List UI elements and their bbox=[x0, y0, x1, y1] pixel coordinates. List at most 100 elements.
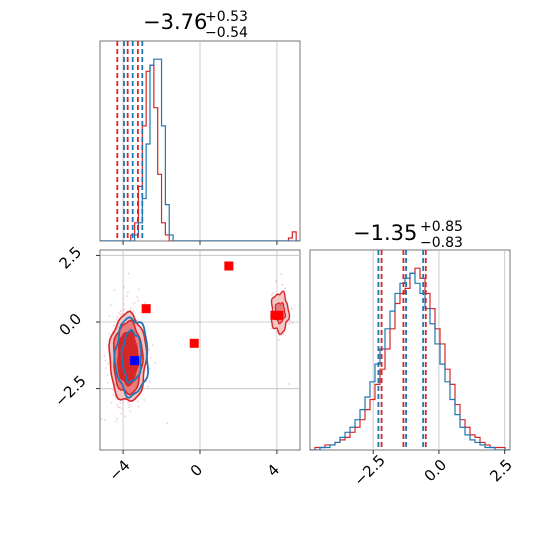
bl-sample-dot bbox=[119, 313, 122, 316]
bl-sample-dot bbox=[123, 285, 126, 288]
bl-ytick-label-0: 2.5 bbox=[56, 243, 86, 273]
bl-sample-dot bbox=[121, 312, 124, 315]
bl-sample-dot bbox=[138, 288, 140, 291]
title-top-left: −3.76 bbox=[143, 10, 207, 34]
bl-sample-dot bbox=[115, 420, 117, 423]
bl-sample-dot bbox=[116, 318, 118, 321]
bl-sample-dot bbox=[290, 307, 293, 310]
bl-sample-dot bbox=[278, 339, 280, 341]
bl-sample-dot bbox=[123, 308, 126, 311]
title-top-left-sup: +0.53 bbox=[205, 9, 248, 25]
bl-sample-dot bbox=[275, 330, 278, 333]
bl-sample-dot bbox=[121, 408, 124, 410]
title-top-left-sub: −0.54 bbox=[205, 25, 248, 41]
bl-sample-dot bbox=[128, 406, 131, 409]
bl-sample-dot bbox=[134, 301, 137, 304]
bl-sample-dot bbox=[127, 401, 129, 404]
bl-sample-dot bbox=[122, 402, 125, 405]
bl-ytick-label-1: 0.0 bbox=[56, 310, 86, 340]
bl-sample-dot bbox=[136, 319, 139, 322]
bl-sample-dot bbox=[120, 310, 122, 313]
bl-sample-dot bbox=[103, 355, 106, 357]
bl-ytick-label-2: −2.5 bbox=[51, 372, 89, 410]
bl-sample-dot bbox=[117, 312, 120, 314]
bl-sample-dot bbox=[129, 410, 132, 413]
bl-sample-dot bbox=[122, 297, 124, 300]
panel-top-left bbox=[100, 41, 300, 241]
bl-sample-dot bbox=[148, 348, 151, 351]
tl-hist-series-1 bbox=[100, 58, 300, 241]
br-hist-series-0 bbox=[310, 267, 510, 450]
bl-sample-dot bbox=[125, 295, 128, 298]
bl-sample-dot bbox=[288, 323, 291, 325]
bl-red-marker-0 bbox=[141, 304, 151, 314]
bl-sample-dot bbox=[282, 333, 285, 336]
bl-sample-dot bbox=[128, 403, 131, 406]
bl-sample-dot bbox=[280, 273, 282, 275]
bl-sample-dot bbox=[114, 396, 117, 399]
bl-sample-dot bbox=[149, 356, 152, 359]
bl-sample-dot bbox=[107, 381, 109, 384]
bl-sample-dot bbox=[118, 406, 121, 409]
title-bottom-right-sub: −0.83 bbox=[420, 235, 463, 251]
bl-sample-dot bbox=[110, 401, 113, 404]
grid-layer bbox=[100, 41, 506, 450]
bl-sample-dot bbox=[281, 283, 284, 286]
bl-sample-dot bbox=[126, 291, 129, 294]
bl-sample-dot bbox=[289, 319, 292, 322]
bl-sample-dot bbox=[108, 314, 111, 317]
bl-sample-dot bbox=[291, 322, 294, 325]
bl-sample-dot bbox=[113, 289, 116, 292]
bl-sample-dot bbox=[112, 393, 115, 396]
bl-sample-dot bbox=[106, 363, 109, 365]
bl-sample-dot bbox=[108, 333, 111, 336]
bl-sample-dot bbox=[151, 344, 154, 347]
bl-sample-dot bbox=[284, 287, 287, 290]
bl-sample-dot bbox=[105, 367, 108, 370]
br-xtick-label-2: 2.5 bbox=[486, 456, 516, 486]
bl-sample-dot bbox=[117, 406, 120, 409]
bl-red-marker-1 bbox=[224, 261, 234, 271]
bl-sample-dot bbox=[104, 359, 107, 362]
bl-sample-dot bbox=[116, 404, 119, 407]
bl-sample-dot bbox=[166, 422, 169, 425]
bl-sample-dot bbox=[123, 303, 125, 305]
bl-sample-dot bbox=[110, 304, 112, 307]
bl-sample-dot bbox=[112, 389, 115, 392]
title-bottom-right-sup: +0.85 bbox=[420, 219, 463, 235]
panel-bottom-right bbox=[310, 250, 510, 450]
bl-sample-dot bbox=[116, 417, 119, 420]
bl-sample-dot bbox=[103, 418, 106, 421]
bl-sample-dot bbox=[272, 292, 274, 295]
title-bottom-right: −1.35 bbox=[353, 221, 417, 245]
bl-sample-dot bbox=[148, 367, 151, 370]
bl-blue-marker-0 bbox=[130, 356, 140, 366]
bl-sample-dot bbox=[143, 399, 146, 401]
bl-sample-dot bbox=[113, 324, 116, 327]
br-xtick-label-0: −2.5 bbox=[350, 451, 388, 489]
bl-sample-dot bbox=[124, 415, 127, 418]
panel-bottom-left bbox=[84, 261, 294, 425]
bl-xtick-label-1: 0 bbox=[187, 461, 206, 480]
bl-xtick-label-0: −4 bbox=[105, 456, 133, 484]
bl-blue-contour-0 bbox=[113, 316, 150, 399]
bl-sample-dot bbox=[136, 296, 139, 299]
bl-sample-dot bbox=[287, 383, 290, 385]
bl-red-marker-2 bbox=[189, 338, 199, 348]
bl-sample-dot bbox=[270, 293, 273, 296]
bl-sample-dot bbox=[100, 418, 103, 421]
bl-sample-dot bbox=[137, 405, 140, 408]
tl-hist-series-0 bbox=[100, 64, 300, 241]
bl-xtick-label-2: 4 bbox=[264, 461, 283, 480]
bl-sample-dot bbox=[147, 385, 149, 388]
bl-sample-dot bbox=[148, 381, 151, 383]
bl-sample-dot bbox=[137, 300, 140, 302]
bl-sample-dot bbox=[132, 302, 135, 305]
bl-sample-dot bbox=[137, 400, 140, 403]
bl-sample-dot bbox=[144, 302, 146, 304]
bl-sample-dot bbox=[270, 327, 273, 330]
bl-sample-dot bbox=[120, 412, 123, 415]
bl-sample-dot bbox=[106, 374, 109, 377]
bl-sample-dot bbox=[84, 318, 86, 320]
